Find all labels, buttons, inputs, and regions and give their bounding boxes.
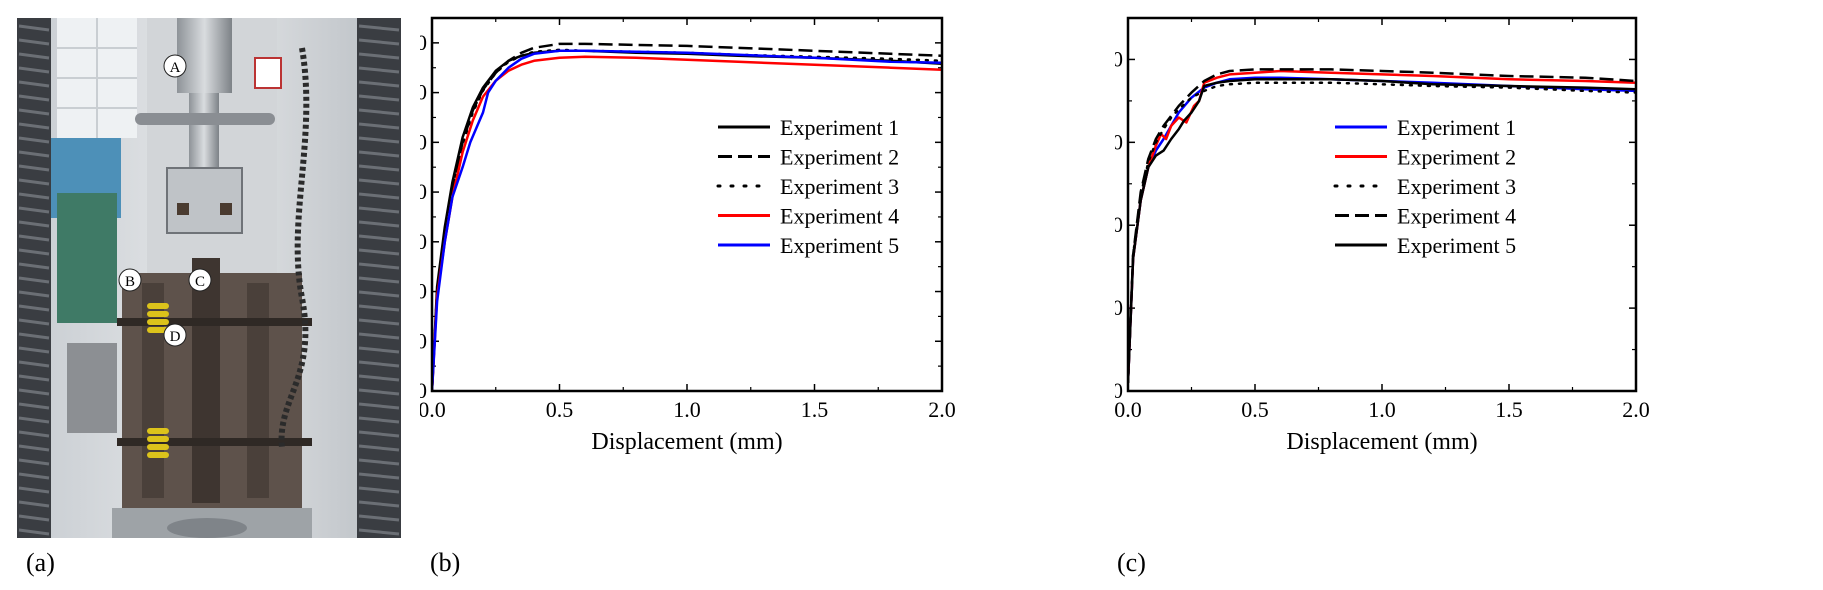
y-tick-label: 200 — [420, 179, 427, 204]
grip-bolt-left — [177, 203, 189, 215]
marker-b: B — [118, 268, 142, 292]
x-tick-label: 1.5 — [801, 397, 829, 422]
warning-label — [254, 57, 282, 89]
legend-label-2: Experiment 2 — [1397, 145, 1516, 170]
panel-label-b: (b) — [430, 548, 461, 577]
x-axis-label: Displacement (mm) — [1286, 429, 1477, 455]
test-rig-illustration: A B C D — [17, 18, 401, 538]
x-tick-label: 0.5 — [546, 397, 574, 422]
legend-label-2: Experiment 2 — [780, 145, 899, 170]
y-tick-label: 150 — [1115, 129, 1123, 154]
series-line-1 — [1128, 76, 1636, 383]
marker-b-label: B — [125, 274, 135, 290]
y-tick-label: 250 — [420, 129, 427, 154]
y-tick-label: 300 — [420, 80, 427, 105]
window-grid — [57, 18, 137, 138]
grip-bolt-right — [220, 203, 232, 215]
marker-c-label: C — [195, 274, 205, 290]
series-line-5 — [432, 49, 942, 391]
marker-d-label: D — [170, 329, 181, 345]
x-axis-label: Displacement (mm) — [591, 429, 782, 455]
x-tick-label: 2.0 — [928, 397, 956, 422]
series-line-4 — [1128, 68, 1636, 383]
green-cabinet — [57, 193, 117, 323]
y-tick-label: 0 — [1115, 378, 1123, 403]
marker-c: C — [188, 268, 212, 292]
marker-d: D — [163, 323, 187, 347]
x-tick-label: 1.0 — [673, 397, 701, 422]
x-tick-label: 1.0 — [1368, 397, 1396, 422]
x-tick-label: 2.0 — [1622, 397, 1650, 422]
y-tick-label: 50 — [1115, 295, 1123, 320]
y-tick-label: 100 — [420, 279, 427, 304]
legend-label-4: Experiment 4 — [780, 204, 899, 229]
side-box — [67, 343, 117, 433]
crosshandle — [135, 113, 275, 125]
legend-label-3: Experiment 3 — [1397, 174, 1516, 199]
springs — [147, 303, 169, 458]
x-tick-label: 1.5 — [1495, 397, 1523, 422]
chart-c: 0.0 0.5 1.0 1.5 2.0 0 50 100 150 200 Displacement … — [1115, 16, 1650, 455]
plot-frame — [430, 16, 944, 393]
panel-label-c: (c) — [1117, 548, 1146, 577]
legend-label-1: Experiment 1 — [1397, 115, 1516, 140]
panel-label-a: (a) — [26, 548, 55, 577]
legend-label-3: Experiment 3 — [780, 174, 899, 199]
x-tick-label: 0.0 — [420, 397, 446, 422]
series-line-5 — [1128, 78, 1636, 383]
fixture-center-bar — [192, 258, 220, 503]
x-tick-label: 0.5 — [1241, 397, 1269, 422]
legend-label-4: Experiment 4 — [1397, 204, 1516, 229]
x-tick-label: 0.0 — [1115, 397, 1142, 422]
legend-label-5: Experiment 5 — [1397, 233, 1516, 258]
y-tick-label: 50 — [420, 328, 427, 353]
base-boss — [167, 518, 247, 538]
series-line-2 — [432, 42, 942, 391]
marker-a: A — [163, 54, 187, 78]
y-tick-label: 150 — [420, 229, 427, 254]
cable — [278, 47, 310, 449]
chart-b: 0.0 0.5 1.0 1.5 2.0 0 50 100 150 200 250 300 350 Disp… — [420, 16, 956, 455]
y-tick-label: 0 — [420, 378, 427, 403]
fixture-post-right — [247, 283, 269, 498]
y-tick-label: 200 — [1115, 46, 1123, 71]
y-tick-label: 100 — [1115, 212, 1123, 237]
upper-grip — [166, 167, 243, 234]
fixture-rod-upper — [117, 318, 312, 326]
y-tick-label: 350 — [420, 30, 427, 55]
legend-label-1: Experiment 1 — [780, 115, 899, 140]
series-line-2 — [1128, 69, 1636, 383]
load-cell — [177, 18, 232, 93]
marker-a-label: A — [170, 60, 181, 76]
fixture-rod-lower — [117, 438, 312, 446]
legend-label-5: Experiment 5 — [780, 233, 899, 258]
shutter-louvers — [18, 24, 400, 536]
plot-frame — [1126, 16, 1638, 393]
test-rig-photo: A B C D — [17, 18, 401, 538]
